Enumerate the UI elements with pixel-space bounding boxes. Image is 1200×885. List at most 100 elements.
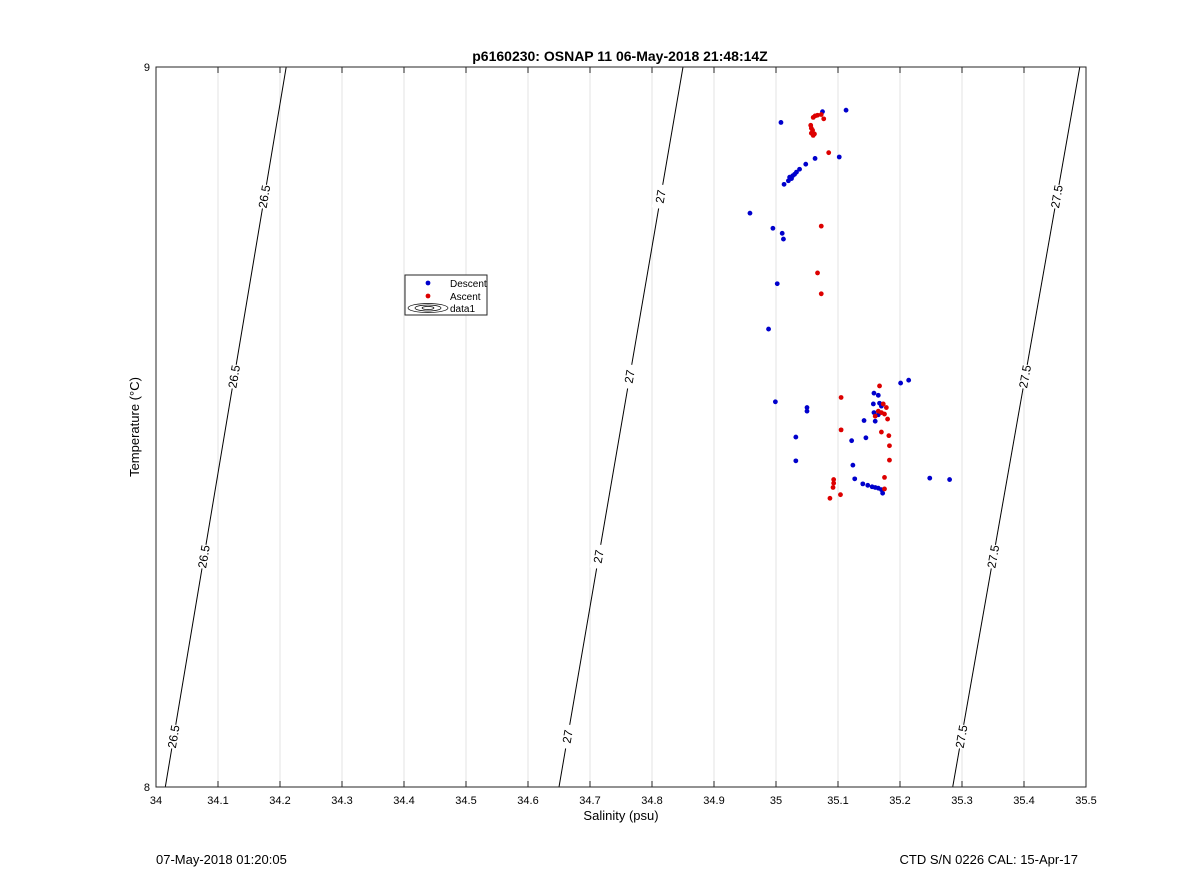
contour-label-bg xyxy=(620,363,639,390)
legend-ascent-marker xyxy=(425,293,431,299)
x-tick-label: 34 xyxy=(150,795,162,807)
contour-label-bg xyxy=(984,543,1003,570)
x-tick-label: 34.1 xyxy=(207,795,228,807)
descent-point xyxy=(906,377,912,383)
ascent-point xyxy=(826,150,832,156)
ascent-point xyxy=(883,405,889,410)
x-tick-label: 35.3 xyxy=(951,795,972,807)
legend-box xyxy=(404,274,488,316)
ascent-point xyxy=(882,411,887,417)
descent-point xyxy=(774,281,780,287)
descent-point xyxy=(793,458,799,464)
x-tick-label: 34.4 xyxy=(393,795,414,807)
ascent-point xyxy=(882,475,887,480)
descent-point xyxy=(804,408,810,414)
footer-ctd-info: CTD S/N 0226 CAL: 15-Apr-17 xyxy=(899,852,1078,867)
ascent-point xyxy=(882,486,887,492)
ascent-point xyxy=(818,223,824,229)
contour-label: 27.5 xyxy=(1016,364,1034,390)
descent-point xyxy=(849,438,855,444)
descent-point xyxy=(793,434,799,440)
y-axis-label: Temperature (°C) xyxy=(127,377,142,477)
descent-point xyxy=(770,225,776,231)
legend-contour-icon xyxy=(407,303,449,313)
x-tick-label: 34.9 xyxy=(703,795,724,807)
ascent-point xyxy=(812,131,817,137)
legend-data1-label: data1 xyxy=(450,304,475,315)
ascent-point xyxy=(879,429,884,435)
descent-point xyxy=(850,462,856,468)
contour-label-bg xyxy=(255,183,274,210)
descent-point xyxy=(772,399,778,405)
x-tick-label: 34.7 xyxy=(579,795,600,807)
contour-label-bg xyxy=(558,723,577,750)
contour-label: 27 xyxy=(591,549,607,565)
x-tick-label: 35.4 xyxy=(1013,795,1034,807)
contour-label-bg xyxy=(589,543,608,570)
descent-point xyxy=(860,481,866,487)
legend-descent-label: Descent xyxy=(450,279,487,290)
ascent-point xyxy=(887,457,892,463)
ascent-point xyxy=(877,383,882,389)
descent-point xyxy=(803,161,809,167)
descent-point xyxy=(880,490,886,496)
ascent-point xyxy=(810,115,816,120)
descent-point xyxy=(747,210,753,216)
ascent-point xyxy=(885,416,890,422)
ascent-point xyxy=(831,480,837,486)
contour-label: 26.5 xyxy=(165,724,183,750)
contour-label-bg xyxy=(651,183,670,210)
descent-point xyxy=(927,475,933,481)
plot-frame xyxy=(155,66,1087,788)
contour-label-bg xyxy=(195,543,213,570)
x-tick-label: 35.2 xyxy=(889,795,910,807)
legend: Descent Ascent data1 xyxy=(404,274,488,316)
density-contours: 26.5 26.5 26.5 26.5 27 27 27 27 27.5 27.5 27.5 27.5 xyxy=(164,66,1081,788)
contour-label: 27 xyxy=(560,729,576,745)
contour-label: 27.5 xyxy=(984,544,1002,570)
ascent-point xyxy=(872,413,878,419)
ascent-point xyxy=(831,477,837,482)
descent-point xyxy=(843,107,849,113)
descent-point xyxy=(898,380,904,386)
y-tick-label: 9 xyxy=(144,62,150,74)
x-tick-label: 35 xyxy=(770,795,782,807)
descent-point xyxy=(786,178,791,184)
grid-lines xyxy=(217,67,1025,787)
contour-label: 27 xyxy=(653,189,669,205)
ascent-point xyxy=(887,443,892,449)
y-tick-label: 8 xyxy=(144,782,150,794)
contour-label: 26.5 xyxy=(256,184,274,210)
contour-label: 26.5 xyxy=(195,544,213,570)
x-tick-label: 34.8 xyxy=(641,795,662,807)
ascent-point xyxy=(821,116,827,122)
descent-point xyxy=(871,390,877,396)
legend-ascent-label: Ascent xyxy=(450,292,481,303)
descent-point xyxy=(781,236,786,242)
data-points xyxy=(747,107,952,501)
descent-point xyxy=(875,392,881,398)
contour-label-bg xyxy=(1016,363,1035,390)
x-tick-label: 34.6 xyxy=(517,795,538,807)
ascent-point xyxy=(827,495,833,501)
descent-point xyxy=(797,166,802,172)
ascent-point xyxy=(838,395,844,400)
contour-label-bg xyxy=(164,723,183,750)
ascent-point xyxy=(815,270,820,276)
descent-point xyxy=(872,418,878,424)
ascent-point xyxy=(830,485,836,490)
descent-point xyxy=(836,154,842,160)
contour-label: 27.5 xyxy=(1048,184,1066,210)
contour-label: 26.5 xyxy=(225,364,243,390)
chart-title: p6160230: OSNAP 11 06-May-2018 21:48:14Z xyxy=(472,48,768,64)
ascent-point xyxy=(838,492,843,498)
descent-point xyxy=(865,482,871,488)
ascent-point xyxy=(818,291,824,297)
descent-point xyxy=(779,230,785,236)
x-tick-label: 35.1 xyxy=(827,795,848,807)
contour-label: 27.5 xyxy=(953,724,971,750)
contour-label: 27 xyxy=(622,369,638,385)
axis-ticks: 34 34.1 34.2 34.3 34.4 34.5 34.6 34.7 34.8 34.9 35… xyxy=(144,62,1097,807)
descent-point xyxy=(863,435,869,441)
